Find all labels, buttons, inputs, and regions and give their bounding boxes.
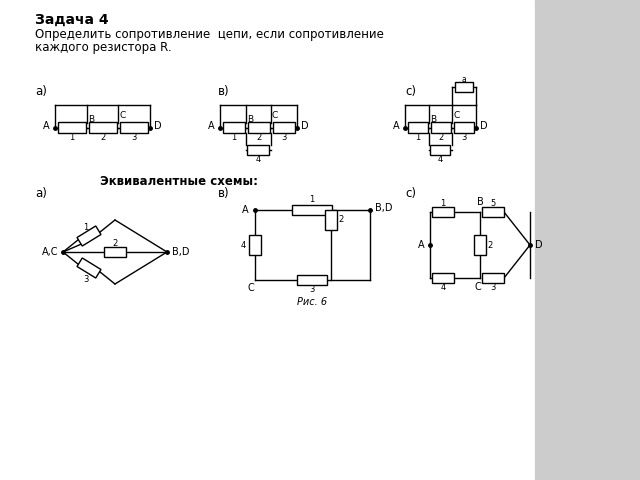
Text: B: B — [430, 116, 436, 124]
Text: B,D: B,D — [375, 203, 392, 213]
Text: 2: 2 — [113, 239, 118, 248]
Bar — [431, 122, 451, 133]
Bar — [273, 122, 295, 133]
Bar — [432, 207, 454, 217]
Text: D: D — [154, 121, 162, 131]
Bar — [454, 122, 474, 133]
Text: Эквивалентные схемы:: Эквивалентные схемы: — [100, 175, 258, 188]
Bar — [89, 122, 117, 133]
Bar — [223, 122, 245, 133]
Bar — [247, 145, 269, 155]
Text: 4: 4 — [255, 155, 260, 164]
Bar — [408, 122, 428, 133]
Text: Задача 4: Задача 4 — [35, 13, 109, 27]
Text: 2: 2 — [438, 132, 444, 142]
Text: a: a — [461, 74, 467, 84]
Text: 3: 3 — [490, 284, 496, 292]
Bar — [325, 210, 337, 230]
Bar — [104, 247, 126, 257]
Bar — [292, 205, 332, 215]
Text: 4: 4 — [241, 240, 246, 250]
Text: а): а) — [35, 187, 47, 200]
Text: A: A — [243, 205, 249, 215]
Bar — [430, 145, 450, 155]
Text: 1: 1 — [309, 195, 315, 204]
FancyBboxPatch shape — [77, 258, 101, 278]
Text: 1: 1 — [83, 223, 88, 231]
Text: 4: 4 — [440, 284, 445, 292]
Text: 3: 3 — [461, 132, 467, 142]
Text: A: A — [419, 240, 425, 250]
Bar — [535, 0, 640, 480]
Text: D: D — [301, 121, 308, 131]
FancyBboxPatch shape — [77, 226, 101, 246]
Text: 1: 1 — [415, 132, 420, 142]
Text: D: D — [535, 240, 543, 250]
Bar — [482, 207, 504, 217]
Text: D: D — [480, 121, 488, 131]
Text: A: A — [209, 121, 215, 131]
Text: B: B — [477, 197, 483, 207]
Bar — [248, 122, 270, 133]
Text: 3: 3 — [309, 285, 315, 293]
Text: 2: 2 — [100, 132, 106, 142]
Bar — [297, 275, 327, 285]
Bar — [249, 235, 261, 255]
Text: 4: 4 — [437, 155, 443, 164]
Text: B: B — [88, 116, 94, 124]
Text: C: C — [453, 111, 460, 120]
Text: A,C: A,C — [42, 247, 58, 257]
Text: A: A — [394, 121, 400, 131]
Text: 3: 3 — [83, 276, 89, 285]
Text: в): в) — [218, 187, 230, 200]
Bar — [455, 82, 473, 92]
Text: C: C — [475, 282, 481, 292]
Text: 3: 3 — [282, 132, 287, 142]
Text: 2: 2 — [488, 240, 493, 250]
Text: A: A — [44, 121, 50, 131]
Text: в): в) — [218, 85, 230, 98]
Bar — [120, 122, 148, 133]
Text: 5: 5 — [490, 200, 495, 208]
Text: B,D: B,D — [172, 247, 189, 257]
Text: 2: 2 — [339, 216, 344, 225]
Text: с): с) — [405, 85, 416, 98]
Text: 2: 2 — [257, 132, 262, 142]
Text: C: C — [248, 283, 254, 293]
Text: а): а) — [35, 85, 47, 98]
Bar — [432, 273, 454, 283]
Bar — [482, 273, 504, 283]
Text: каждого резистора R.: каждого резистора R. — [35, 41, 172, 54]
Text: Рис. 6: Рис. 6 — [297, 297, 327, 307]
Text: C: C — [272, 111, 278, 120]
Text: 1: 1 — [69, 132, 75, 142]
Text: Определить сопротивление  цепи, если сопротивление: Определить сопротивление цепи, если сопр… — [35, 28, 384, 41]
Text: с): с) — [405, 187, 416, 200]
Text: C: C — [119, 111, 125, 120]
Text: 3: 3 — [131, 132, 137, 142]
Text: B: B — [247, 116, 253, 124]
Text: 1: 1 — [232, 132, 237, 142]
Bar — [474, 235, 486, 255]
Bar — [58, 122, 86, 133]
Text: 1: 1 — [440, 200, 445, 208]
